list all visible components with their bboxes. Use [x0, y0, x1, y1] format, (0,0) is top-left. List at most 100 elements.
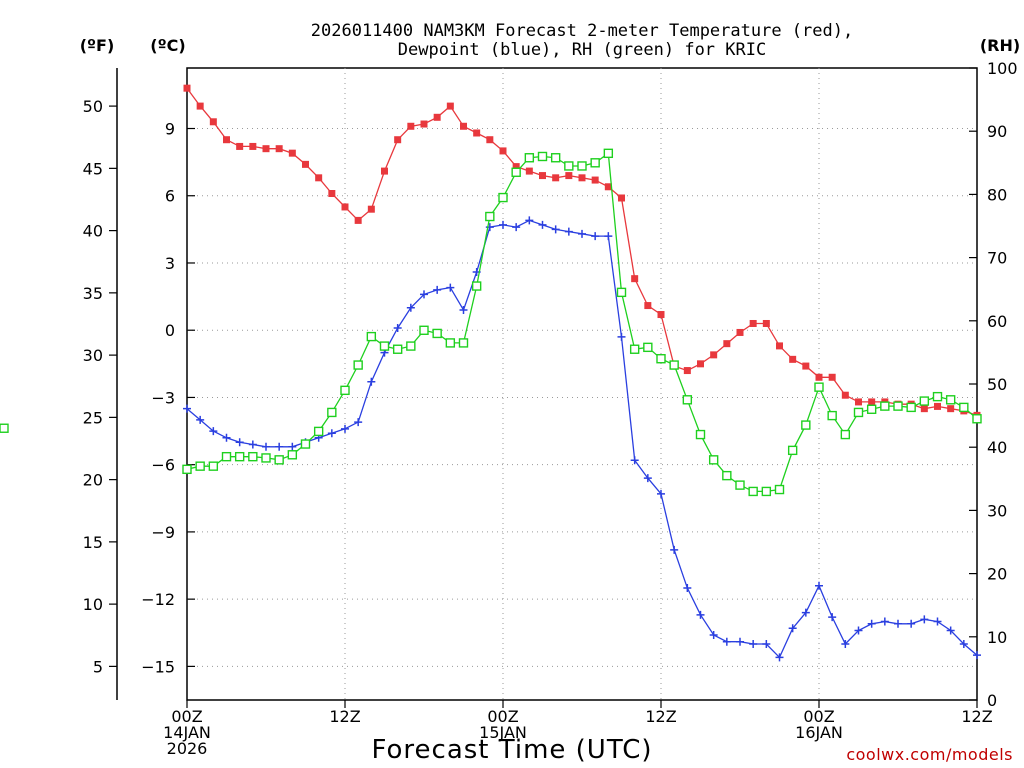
dewpoint-point: [670, 545, 679, 554]
2-meter-temperature-point: [578, 174, 586, 182]
2-meter-temperature-point: [855, 398, 862, 406]
rh-point: [195, 461, 205, 471]
credit-link[interactable]: coolwx.com/models: [846, 745, 1013, 764]
c-tick-label: 9: [165, 120, 175, 139]
2-meter-temperature-point: [525, 167, 533, 175]
rh-tick-label: 30: [987, 501, 1007, 520]
dewpoint-point: [512, 223, 521, 232]
dewpoint-point: [933, 617, 942, 626]
rh-point: [248, 451, 258, 462]
fahrenheit-axis-unit: (ºF): [80, 36, 115, 55]
x-tick-label: 2026: [167, 739, 208, 758]
dewpoint-point: [446, 283, 455, 292]
f-tick-label: 40: [83, 222, 103, 241]
f-tick-label: 15: [83, 533, 103, 552]
rh-tick-label: 0: [987, 691, 997, 710]
2-meter-temperature-point: [565, 172, 573, 180]
2-meter-temperature-point: [539, 172, 546, 180]
f-tick-label: 35: [83, 284, 103, 303]
2-meter-temperature-point: [196, 102, 204, 110]
2-meter-temperature-point: [947, 405, 955, 413]
c-tick-label: 3: [165, 254, 175, 273]
2-meter-temperature-point: [591, 176, 599, 184]
x-tick-label: 12Z: [329, 707, 360, 726]
2-meter-temperature-point: [209, 118, 217, 126]
c-tick-label: −15: [141, 657, 175, 676]
rh-point: [300, 439, 311, 449]
rh-point: [406, 341, 416, 351]
2-meter-temperature-point: [736, 328, 744, 336]
dewpoint-point: [880, 617, 889, 626]
dewpoint-point: [867, 619, 876, 628]
rh-point: [221, 451, 232, 462]
dewpoint-point: [788, 624, 797, 633]
rh-point: [945, 395, 956, 405]
dewpoint-point: [920, 615, 929, 624]
2-meter-temperature-point: [657, 311, 665, 319]
2-meter-temperature-point: [367, 205, 375, 213]
2-meter-temperature-point: [420, 120, 428, 128]
series-layer: [0, 84, 982, 662]
rh-point: [498, 192, 508, 203]
rh-point: [392, 344, 403, 354]
dewpoint-point: [841, 639, 850, 648]
rh-point: [774, 484, 785, 495]
2-meter-temperature-point: [486, 136, 494, 144]
2-meter-temperature-line: [186, 87, 978, 417]
celsius-axis-unit: (ºC): [150, 36, 185, 55]
2-meter-temperature-point: [934, 402, 941, 410]
x-tick-label: 15JAN: [479, 723, 527, 742]
rh-point: [893, 401, 903, 411]
2-meter-temperature-point: [683, 367, 691, 375]
dewpoint-point: [959, 639, 968, 648]
f-tick-label: 5: [93, 657, 103, 676]
dewpoint-point: [209, 427, 218, 436]
2-meter-temperature-point: [460, 122, 467, 130]
f-tick-label: 30: [83, 346, 103, 365]
f-tick-label: 10: [83, 595, 103, 614]
f-tick-label: 20: [83, 471, 103, 490]
rh-point: [708, 455, 719, 465]
2-meter-temperature-point: [828, 373, 836, 381]
rh-point: [182, 464, 192, 475]
2-meter-temperature-point: [802, 362, 810, 370]
dewpoint-point: [894, 619, 902, 628]
dewpoint-point: [248, 440, 257, 449]
dewpoint-point: [828, 613, 837, 622]
dewpoint-point: [696, 610, 705, 619]
rh-point: [603, 148, 614, 159]
c-tick-label: −6: [151, 456, 175, 475]
rh-point: [814, 382, 824, 392]
rh-point: [471, 281, 482, 291]
rh-point: [787, 445, 798, 456]
rh-point: [866, 404, 877, 414]
x-tick-label: 16JAN: [795, 723, 843, 742]
dewpoint-point: [907, 619, 916, 628]
dewpoint-point: [354, 418, 363, 427]
x-tick-label: 00Z: [803, 707, 834, 726]
rh-point: [972, 414, 982, 424]
rh-point: [419, 325, 429, 335]
rh-point: [234, 451, 245, 462]
dewpoint-point: [946, 626, 955, 635]
x-tick-label: 14JAN: [163, 723, 211, 742]
x-tick-label: 00Z: [171, 707, 202, 726]
dewpoint-point: [854, 626, 863, 635]
dewpoint-point: [630, 456, 639, 465]
rh-point: [932, 391, 943, 402]
2-meter-temperature-point: [262, 145, 270, 153]
rh-point: [485, 211, 495, 222]
2-meter-temperature-point: [315, 174, 323, 182]
rh-tick-label: 50: [987, 375, 1007, 394]
dewpoint-point: [736, 637, 744, 646]
chart-title-line-1: 2026011400 NAM3KM Forecast 2-meter Tempe…: [311, 21, 853, 41]
rh-point: [695, 429, 706, 440]
rh-tick-label: 10: [987, 628, 1007, 647]
rh-point: [327, 407, 337, 418]
dewpoint-point: [815, 581, 823, 590]
rh-point: [643, 342, 653, 353]
c-tick-label: −9: [151, 523, 175, 542]
dewpoint-point: [617, 332, 626, 341]
dewpoint-point: [327, 429, 336, 438]
dewpoint-point: [183, 404, 191, 413]
